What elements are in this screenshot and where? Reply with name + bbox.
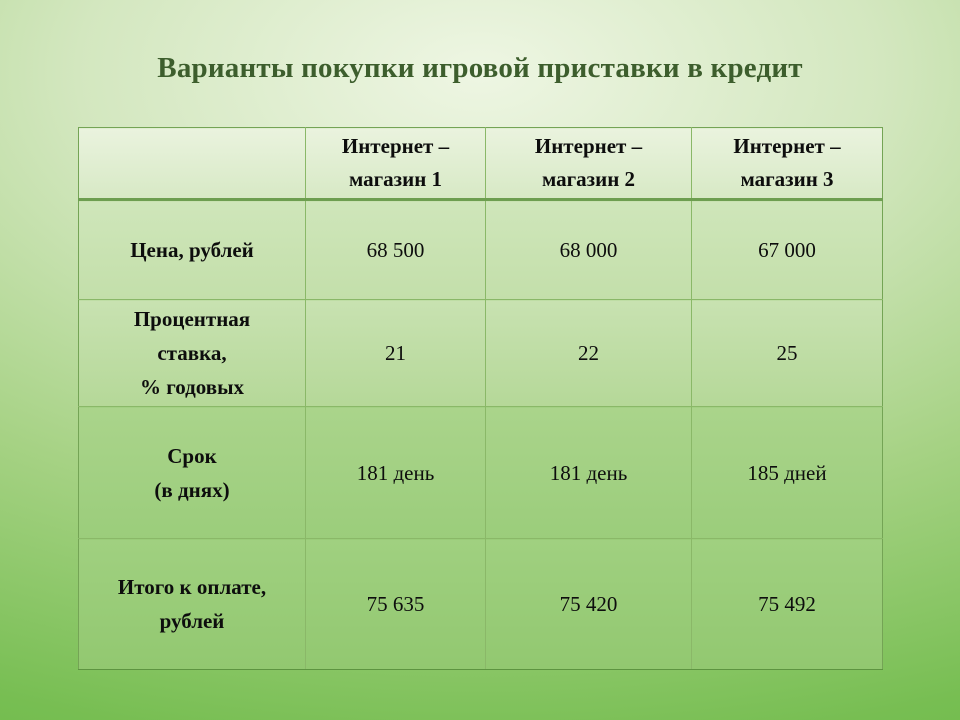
- table-row-term: Срок (в днях) 181 день 181 день 185 дней: [78, 406, 883, 539]
- value-cell: 68 500: [305, 199, 486, 300]
- table-header-row: Интернет – магазин 1 Интернет – магазин …: [78, 127, 883, 201]
- page-title: Варианты покупки игровой приставки в кре…: [157, 52, 803, 84]
- value-cell: 185 дней: [691, 406, 883, 539]
- value-cell: 22: [485, 299, 692, 407]
- value-cell: 25: [691, 299, 883, 407]
- header-cell-shop2: Интернет – магазин 2: [485, 127, 692, 201]
- value-cell: 75 635: [305, 538, 486, 670]
- table-row-price: Цена, рублей 68 500 68 000 67 000: [78, 199, 883, 300]
- value-cell: 181 день: [485, 406, 692, 539]
- row-label-cell: Цена, рублей: [78, 199, 306, 300]
- value-cell: 75 492: [691, 538, 883, 670]
- row-label-cell: Итого к оплате, рублей: [78, 538, 306, 670]
- row-label-cell: Процентная ставка, % годовых: [78, 299, 306, 407]
- header-cell-shop3: Интернет – магазин 3: [691, 127, 883, 201]
- value-cell: 67 000: [691, 199, 883, 300]
- row-label-cell: Срок (в днях): [78, 406, 306, 539]
- header-cell-empty: [78, 127, 306, 201]
- table-row-interest-rate: Процентная ставка, % годовых 21 22 25: [78, 299, 883, 407]
- value-cell: 181 день: [305, 406, 486, 539]
- header-cell-shop1: Интернет – магазин 1: [305, 127, 486, 201]
- value-cell: 68 000: [485, 199, 692, 300]
- credit-options-table: Интернет – магазин 1 Интернет – магазин …: [78, 127, 883, 670]
- value-cell: 21: [305, 299, 486, 407]
- value-cell: 75 420: [485, 538, 692, 670]
- table-row-total: Итого к оплате, рублей 75 635 75 420 75 …: [78, 538, 883, 670]
